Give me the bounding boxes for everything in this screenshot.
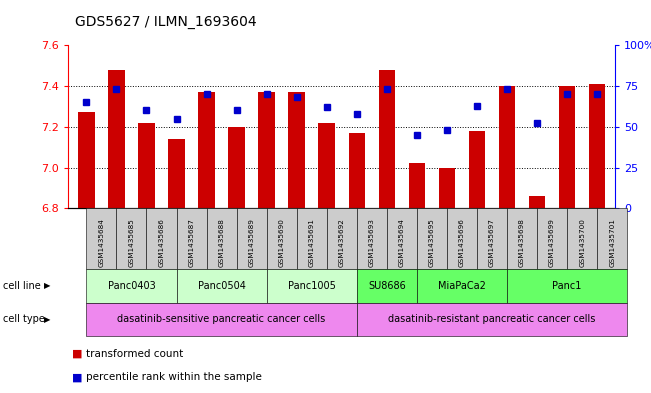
Text: GSM1435685: GSM1435685 [128, 219, 135, 267]
Bar [559, 86, 575, 208]
Text: GSM1435684: GSM1435684 [98, 219, 104, 267]
Text: Panc0403: Panc0403 [107, 281, 156, 291]
Bar [379, 70, 395, 208]
Text: GSM1435697: GSM1435697 [489, 219, 495, 267]
Text: GSM1435695: GSM1435695 [429, 219, 435, 267]
Text: GDS5627 / ILMN_1693604: GDS5627 / ILMN_1693604 [75, 15, 256, 29]
Text: Panc1: Panc1 [553, 281, 582, 291]
Text: cell type: cell type [3, 314, 45, 324]
Text: GSM1435701: GSM1435701 [609, 219, 615, 267]
Bar [439, 167, 455, 208]
Text: MiaPaCa2: MiaPaCa2 [438, 281, 486, 291]
Text: GSM1435687: GSM1435687 [189, 219, 195, 267]
Text: GSM1435699: GSM1435699 [549, 219, 555, 267]
Text: transformed count: transformed count [86, 349, 183, 359]
Bar [168, 139, 185, 208]
Text: GSM1435689: GSM1435689 [249, 219, 255, 267]
Text: GSM1435693: GSM1435693 [369, 219, 375, 267]
Text: GSM1435690: GSM1435690 [279, 219, 284, 267]
Text: dasatinib-resistant pancreatic cancer cells: dasatinib-resistant pancreatic cancer ce… [388, 314, 596, 324]
Bar [318, 123, 335, 208]
Bar [229, 127, 245, 208]
Bar [529, 196, 546, 208]
Text: ■: ■ [72, 349, 82, 359]
Bar [288, 92, 305, 208]
Text: GSM1435694: GSM1435694 [399, 219, 405, 267]
Text: GSM1435691: GSM1435691 [309, 219, 314, 267]
Text: cell line: cell line [3, 281, 41, 291]
Text: percentile rank within the sample: percentile rank within the sample [86, 372, 262, 382]
Bar [78, 112, 94, 208]
Bar [409, 163, 425, 208]
Text: GSM1435700: GSM1435700 [579, 219, 585, 267]
Text: GSM1435686: GSM1435686 [158, 219, 165, 267]
Text: GSM1435696: GSM1435696 [459, 219, 465, 267]
Text: GSM1435698: GSM1435698 [519, 219, 525, 267]
Bar [199, 92, 215, 208]
Text: ▶: ▶ [44, 281, 51, 290]
Text: ▶: ▶ [44, 315, 51, 324]
Text: GSM1435688: GSM1435688 [219, 219, 225, 267]
Bar [258, 92, 275, 208]
Bar [589, 84, 605, 208]
Text: GSM1435692: GSM1435692 [339, 219, 345, 267]
Text: dasatinib-sensitive pancreatic cancer cells: dasatinib-sensitive pancreatic cancer ce… [117, 314, 326, 324]
Bar [108, 70, 125, 208]
Text: Panc0504: Panc0504 [198, 281, 245, 291]
Bar [138, 123, 155, 208]
Bar [469, 131, 485, 208]
Bar [348, 133, 365, 208]
Bar [499, 86, 516, 208]
Text: Panc1005: Panc1005 [288, 281, 336, 291]
Text: SU8686: SU8686 [368, 281, 406, 291]
Text: ■: ■ [72, 372, 82, 382]
